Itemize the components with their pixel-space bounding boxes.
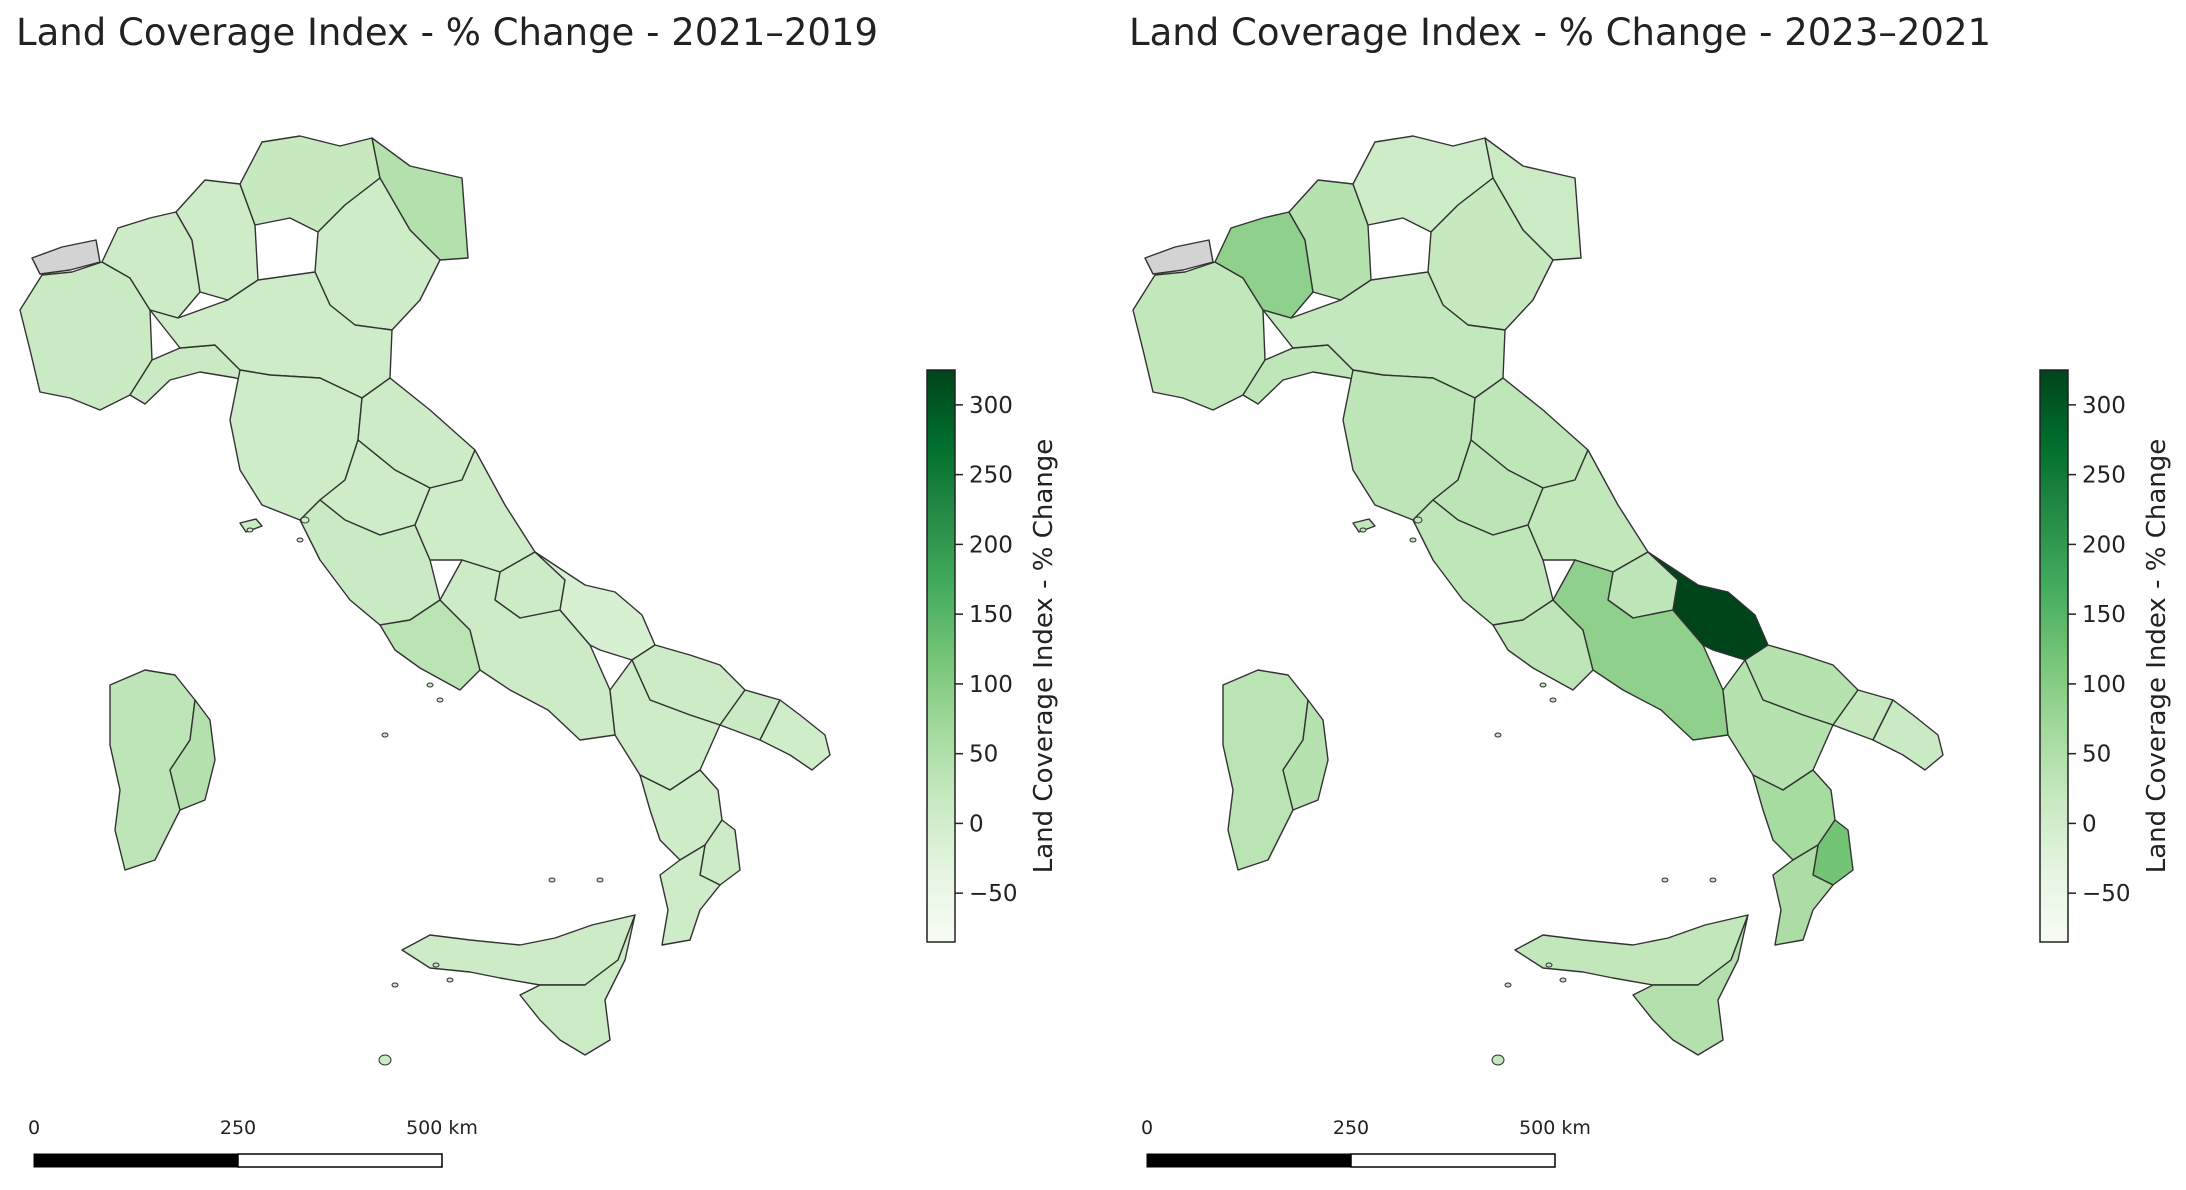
region-lazio xyxy=(1412,499,1554,626)
colorbar-tick-label: 200 xyxy=(969,532,1013,558)
colorbar xyxy=(2039,369,2069,943)
region-piedmont xyxy=(1132,261,1266,411)
scale-bar-label: 500 km xyxy=(406,1117,478,1139)
region-sardinia-east xyxy=(169,699,216,811)
island-mark xyxy=(1559,977,1567,983)
island-mark xyxy=(1545,962,1553,968)
region-basilicata xyxy=(1722,659,1834,791)
map-panel-2023-2021: Land Coverage Index - % Change - 2023–20… xyxy=(1113,0,2186,1190)
colorbar-tick-label: 300 xyxy=(2082,393,2126,419)
region-sardinia-east xyxy=(1282,699,1329,811)
island-mark xyxy=(1661,877,1669,883)
colorbar-tick-label: 100 xyxy=(969,672,1013,698)
scale-bar: 0 250 500 km xyxy=(1141,1117,1591,1168)
region-calabria-south xyxy=(1772,844,1834,946)
choropleth-map: −50 0 50 100 150 200 250 300 Land Coverage Index… xyxy=(1132,135,2172,1168)
colorbar-tick-label: 0 xyxy=(2082,811,2097,837)
regions-group xyxy=(1132,135,1944,1066)
region-elba xyxy=(239,518,263,533)
map-title: Land Coverage Index - % Change - 2023–20… xyxy=(1129,11,1992,54)
colorbar-tick-label: 250 xyxy=(969,463,1013,489)
island-mark xyxy=(391,982,399,988)
map-panel-2021-2019: Land Coverage Index - % Change - 2021–20… xyxy=(16,11,1059,1168)
island-mark xyxy=(432,962,440,968)
island-mark xyxy=(1409,537,1417,543)
colorbar-tick-label: 50 xyxy=(969,742,998,768)
colorbar-tick-label: 150 xyxy=(2082,602,2126,628)
colorbar xyxy=(926,369,956,943)
island-mark xyxy=(446,977,454,983)
region-sicily-east xyxy=(519,914,636,1056)
scale-bar-label: 0 xyxy=(28,1117,40,1139)
colorbar-tick-label: 100 xyxy=(2082,672,2126,698)
region-salento xyxy=(759,699,831,771)
scale-bar-label: 500 km xyxy=(1519,1117,1591,1139)
region-sicily-east xyxy=(1632,914,1749,1056)
colorbar-tick-label: −50 xyxy=(969,881,1018,907)
colorbar-tick-label: 50 xyxy=(2082,742,2111,768)
colorbar-tick-label: 0 xyxy=(969,811,984,837)
island-mark xyxy=(436,697,444,703)
island-mark xyxy=(548,877,556,883)
scale-bar: 0 250 500 km xyxy=(28,1117,478,1168)
island-mark xyxy=(1549,697,1557,703)
island-mark xyxy=(1504,982,1512,988)
island-mark xyxy=(246,527,254,533)
region-salento xyxy=(1872,699,1944,771)
island-mark xyxy=(1413,516,1423,524)
colorbar-tick-label: 200 xyxy=(2082,532,2126,558)
region-elba xyxy=(1352,518,1376,533)
island-mark xyxy=(296,537,304,543)
island-mark xyxy=(1491,1054,1505,1066)
regions-group xyxy=(19,135,831,1066)
island-mark xyxy=(1709,877,1717,883)
island-mark xyxy=(300,516,310,524)
island-mark xyxy=(426,682,434,688)
colorbar-tick-label: 300 xyxy=(969,393,1013,419)
region-piedmont xyxy=(19,261,153,411)
colorbar-label: Land Coverage Index - % Change xyxy=(1029,439,1059,874)
region-lazio xyxy=(299,499,441,626)
scale-bar-label: 0 xyxy=(1141,1117,1153,1139)
island-mark xyxy=(381,732,389,738)
island-mark xyxy=(1494,732,1502,738)
island-mark xyxy=(1539,682,1547,688)
colorbar-label: Land Coverage Index - % Change xyxy=(2142,439,2172,874)
choropleth-map: −50 0 50 100 150 200 250 300 Land Coverage Index… xyxy=(19,135,1059,1168)
region-basilicata xyxy=(609,659,721,791)
island-mark xyxy=(378,1054,392,1066)
colorbar-tick-label: 250 xyxy=(2082,463,2126,489)
colorbar-tick-label: −50 xyxy=(2082,881,2131,907)
colorbar-tick-label: 150 xyxy=(969,602,1013,628)
region-calabria-south xyxy=(659,844,721,946)
scale-bar-label: 250 xyxy=(220,1117,256,1139)
map-title: Land Coverage Index - % Change - 2021–20… xyxy=(16,11,879,54)
island-mark xyxy=(596,877,604,883)
island-mark xyxy=(1359,527,1367,533)
scale-bar-label: 250 xyxy=(1333,1117,1369,1139)
